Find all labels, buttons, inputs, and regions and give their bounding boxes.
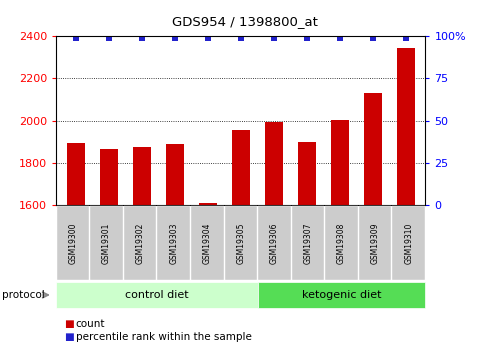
Bar bbox=[165, 145, 183, 205]
Text: GSM19301: GSM19301 bbox=[102, 223, 111, 264]
Text: GSM19300: GSM19300 bbox=[68, 223, 78, 264]
Bar bbox=[199, 203, 217, 205]
Bar bbox=[133, 147, 151, 205]
Text: GDS954 / 1398800_at: GDS954 / 1398800_at bbox=[171, 16, 317, 29]
Text: GSM19304: GSM19304 bbox=[203, 223, 211, 264]
Text: GSM19305: GSM19305 bbox=[236, 223, 245, 264]
Bar bbox=[67, 143, 85, 205]
Text: count: count bbox=[76, 319, 105, 328]
Bar bbox=[330, 120, 348, 205]
Text: percentile rank within the sample: percentile rank within the sample bbox=[76, 333, 251, 342]
Text: GSM19306: GSM19306 bbox=[269, 223, 278, 264]
Bar bbox=[100, 149, 118, 205]
Text: protocol: protocol bbox=[2, 290, 45, 300]
Bar bbox=[363, 93, 381, 205]
Text: GSM19308: GSM19308 bbox=[336, 223, 346, 264]
Bar bbox=[231, 130, 249, 205]
Text: GSM19302: GSM19302 bbox=[135, 223, 144, 264]
Text: ■: ■ bbox=[63, 319, 73, 328]
Text: GSM19309: GSM19309 bbox=[370, 223, 379, 264]
Text: GSM19310: GSM19310 bbox=[403, 223, 412, 264]
Bar bbox=[264, 122, 282, 205]
Text: ■: ■ bbox=[63, 333, 73, 342]
Bar bbox=[297, 142, 315, 205]
Text: ketogenic diet: ketogenic diet bbox=[301, 290, 381, 300]
Text: GSM19303: GSM19303 bbox=[169, 223, 178, 264]
Text: control diet: control diet bbox=[125, 290, 188, 300]
Bar bbox=[396, 48, 414, 205]
Text: GSM19307: GSM19307 bbox=[303, 223, 312, 264]
